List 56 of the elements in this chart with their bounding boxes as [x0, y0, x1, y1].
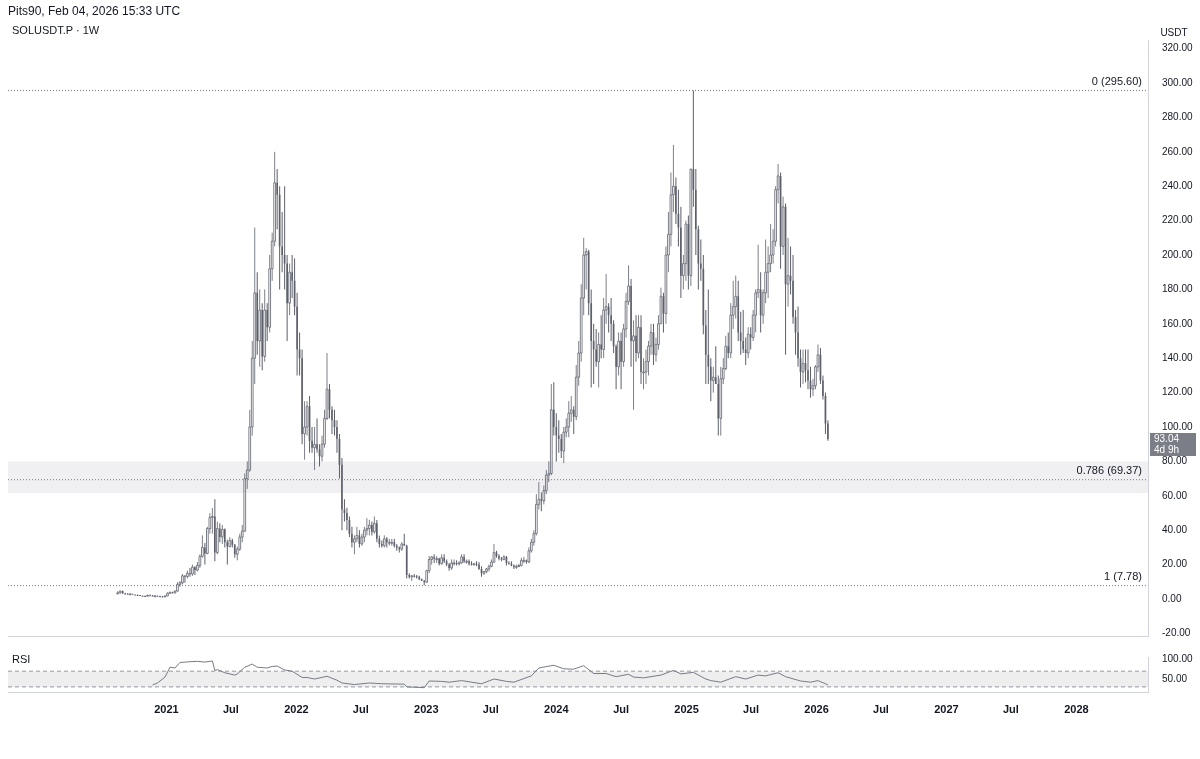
y-tick-label: 240.00 — [1162, 179, 1194, 191]
chart-title: RSI — [12, 653, 31, 665]
candlestick — [166, 592, 169, 597]
y-tick-label: 160.00 — [1162, 317, 1194, 329]
y-tick-label: 120.00 — [1162, 386, 1194, 398]
chart-subtitle: Pits90, Feb 04, 2026 15:33 UTC — [8, 4, 181, 18]
y-tick-label: 40.00 — [1162, 523, 1188, 535]
x-tick-label: 2021 — [154, 703, 179, 716]
x-tick-label: Jul — [1002, 703, 1019, 716]
x-tick-label: 2022 — [284, 703, 309, 716]
y-tick-label: 320.00 — [1162, 42, 1194, 54]
y-tick-label: 50.00 — [1162, 672, 1188, 684]
y-axis-title: USDT — [1160, 26, 1188, 38]
candlestick — [388, 538, 391, 547]
candlestick — [176, 581, 179, 592]
y-tick-label: 200.00 — [1162, 248, 1194, 260]
candlestick — [116, 590, 119, 595]
candlestick — [567, 400, 571, 438]
x-tick-label: 2023 — [414, 703, 439, 716]
candlestick — [181, 573, 184, 585]
x-tick-label: Jul — [743, 703, 759, 716]
y-tick-label: 260.00 — [1162, 145, 1194, 157]
x-tick-label: 2024 — [544, 703, 570, 716]
ref-line-label: 0 (295.60) — [1091, 75, 1142, 88]
ref-line-label: 1 (7.78) — [1104, 570, 1142, 583]
y-tick-label: 220.00 — [1162, 214, 1194, 226]
x-tick-label: Jul — [873, 703, 889, 716]
x-tick-label: 2025 — [674, 703, 699, 716]
candlestick — [184, 574, 186, 583]
x-tick-label: Jul — [222, 703, 239, 716]
x-tick-label: Jul — [482, 703, 499, 716]
y-tick-label: 100.00 — [1162, 653, 1194, 665]
y-tick-label: 20.00 — [1162, 558, 1188, 570]
y-tick-label: 180.00 — [1162, 283, 1194, 295]
text: 4d 9h — [1154, 443, 1180, 455]
candlestick — [186, 570, 189, 579]
x-tick-label: 2028 — [1064, 703, 1089, 716]
x-tick-label: Jul — [613, 703, 630, 716]
y-tick-label: 0.00 — [1162, 592, 1182, 604]
y-tick-label: -20.00 — [1162, 627, 1191, 639]
ref-line-label: 0.786 (69.37) — [1076, 464, 1142, 477]
y-tick-label: 280.00 — [1162, 111, 1194, 123]
candlestick — [520, 557, 523, 567]
chart-title: SOLUSDT.P · 1W — [12, 24, 100, 36]
x-tick-label: 2027 — [934, 703, 959, 716]
candlestick — [189, 568, 191, 577]
y-tick-label: 80.00 — [1162, 455, 1188, 467]
y-tick-label: 300.00 — [1162, 76, 1194, 88]
y-tick-label: 60.00 — [1162, 489, 1188, 501]
x-tick-label: Jul — [352, 703, 369, 716]
x-tick-label: 2026 — [804, 703, 829, 716]
y-tick-label: 100.00 — [1162, 420, 1194, 432]
candlestick — [485, 567, 488, 574]
y-tick-label: 140.00 — [1162, 351, 1194, 363]
text: 93.04 — [1154, 432, 1180, 444]
candlestick — [221, 524, 224, 545]
